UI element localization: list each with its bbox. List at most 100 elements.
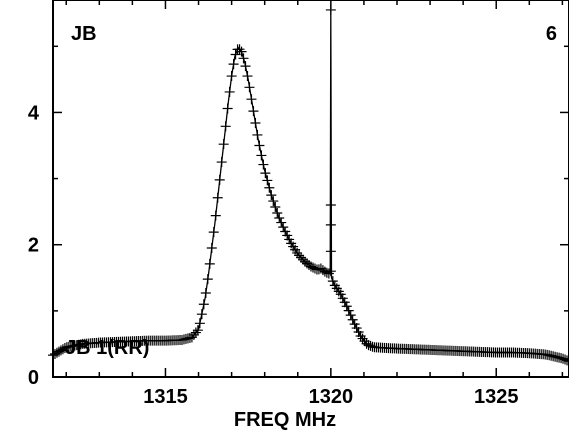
data-marker (238, 53, 249, 64)
chart-title-left: JB (71, 23, 97, 45)
data-marker (355, 330, 366, 341)
data-marker (317, 265, 328, 276)
data-marker (347, 314, 358, 325)
data-marker (220, 121, 231, 132)
data-marker (222, 103, 233, 114)
data-marker (51, 347, 62, 358)
data-marker (250, 118, 261, 129)
data-marker (278, 222, 289, 233)
data-marker (325, 4, 336, 15)
x-tick-label: 1320 (309, 386, 354, 408)
data-marker (349, 319, 360, 330)
data-marker (258, 159, 269, 170)
data-marker (276, 217, 287, 228)
data-marker (236, 46, 247, 57)
data-marker (325, 200, 336, 211)
data-marker (224, 86, 235, 97)
data-marker (214, 174, 225, 185)
data-marker (226, 71, 237, 82)
data-marker (335, 289, 346, 300)
data-marker (363, 340, 374, 351)
x-tick-label: 1325 (474, 386, 519, 408)
data-marker (55, 345, 66, 356)
data-marker (296, 252, 307, 263)
data-marker (307, 262, 318, 273)
data-marker (194, 318, 205, 329)
data-marker (242, 71, 253, 82)
data-marker (313, 264, 324, 275)
data-marker (57, 344, 68, 355)
data-marker (200, 288, 211, 299)
data-marker (49, 348, 60, 359)
data-marker (272, 207, 283, 218)
y-tick-label: 4 (28, 102, 40, 124)
data-marker (339, 297, 350, 308)
data-marker (244, 82, 255, 93)
data-marker (560, 354, 569, 365)
data-marker (345, 310, 356, 321)
data-marker (357, 333, 368, 344)
data-marker (266, 190, 277, 201)
data-marker (343, 305, 354, 316)
data-marker (341, 301, 352, 312)
data-marker (351, 323, 362, 334)
data-marker (304, 259, 315, 270)
data-marker (564, 356, 569, 367)
data-marker (216, 157, 227, 168)
data-marker (59, 343, 70, 354)
data-marker (190, 327, 201, 338)
data-marker (246, 94, 257, 105)
data-marker (292, 247, 303, 258)
data-marker (48, 350, 58, 361)
data-marker (206, 243, 217, 254)
data-marker (198, 299, 209, 310)
data-marker (325, 219, 336, 230)
data-marker (325, 266, 336, 277)
series-line (52, 9, 569, 362)
data-marker (353, 327, 364, 338)
data-marker (202, 274, 213, 285)
data-marker (325, 246, 336, 257)
plot-frame (52, 0, 569, 378)
data-marker (192, 325, 203, 336)
data-marker (254, 140, 265, 151)
data-marker (262, 175, 273, 186)
data-marker (204, 258, 215, 269)
chart-title-right: 6 (546, 23, 557, 45)
data-marker (218, 139, 229, 150)
data-marker (210, 210, 221, 221)
data-marker (321, 267, 332, 278)
series-markers (48, 4, 569, 367)
data-marker (274, 212, 285, 223)
data-marker (252, 129, 263, 140)
data-marker (365, 340, 376, 351)
data-marker (264, 182, 275, 193)
data-marker (284, 234, 295, 245)
data-marker (228, 59, 239, 70)
data-marker (230, 49, 241, 60)
data-marker (234, 44, 245, 55)
data-marker (280, 226, 291, 237)
x-axis-ticks (65, 0, 564, 377)
data-marker (186, 332, 197, 343)
y-tick-label: 0 (28, 367, 39, 389)
data-marker (361, 338, 372, 349)
data-marker (562, 355, 569, 366)
data-marker (248, 106, 259, 117)
data-marker (558, 353, 569, 364)
data-marker (270, 202, 281, 213)
data-marker (188, 329, 199, 340)
data-marker (268, 196, 279, 207)
data-marker (53, 346, 64, 357)
data-marker (294, 250, 305, 261)
data-marker (256, 150, 267, 161)
y-tick-label: 2 (28, 235, 39, 257)
data-marker (282, 230, 293, 241)
data-marker (196, 309, 207, 320)
data-marker (327, 276, 338, 287)
y-tick-labels: 0 2 4 (28, 102, 40, 389)
x-axis-label: FREQ MHz (234, 409, 336, 431)
series-label: JB 1(RR) (65, 337, 149, 359)
data-marker (337, 293, 348, 304)
